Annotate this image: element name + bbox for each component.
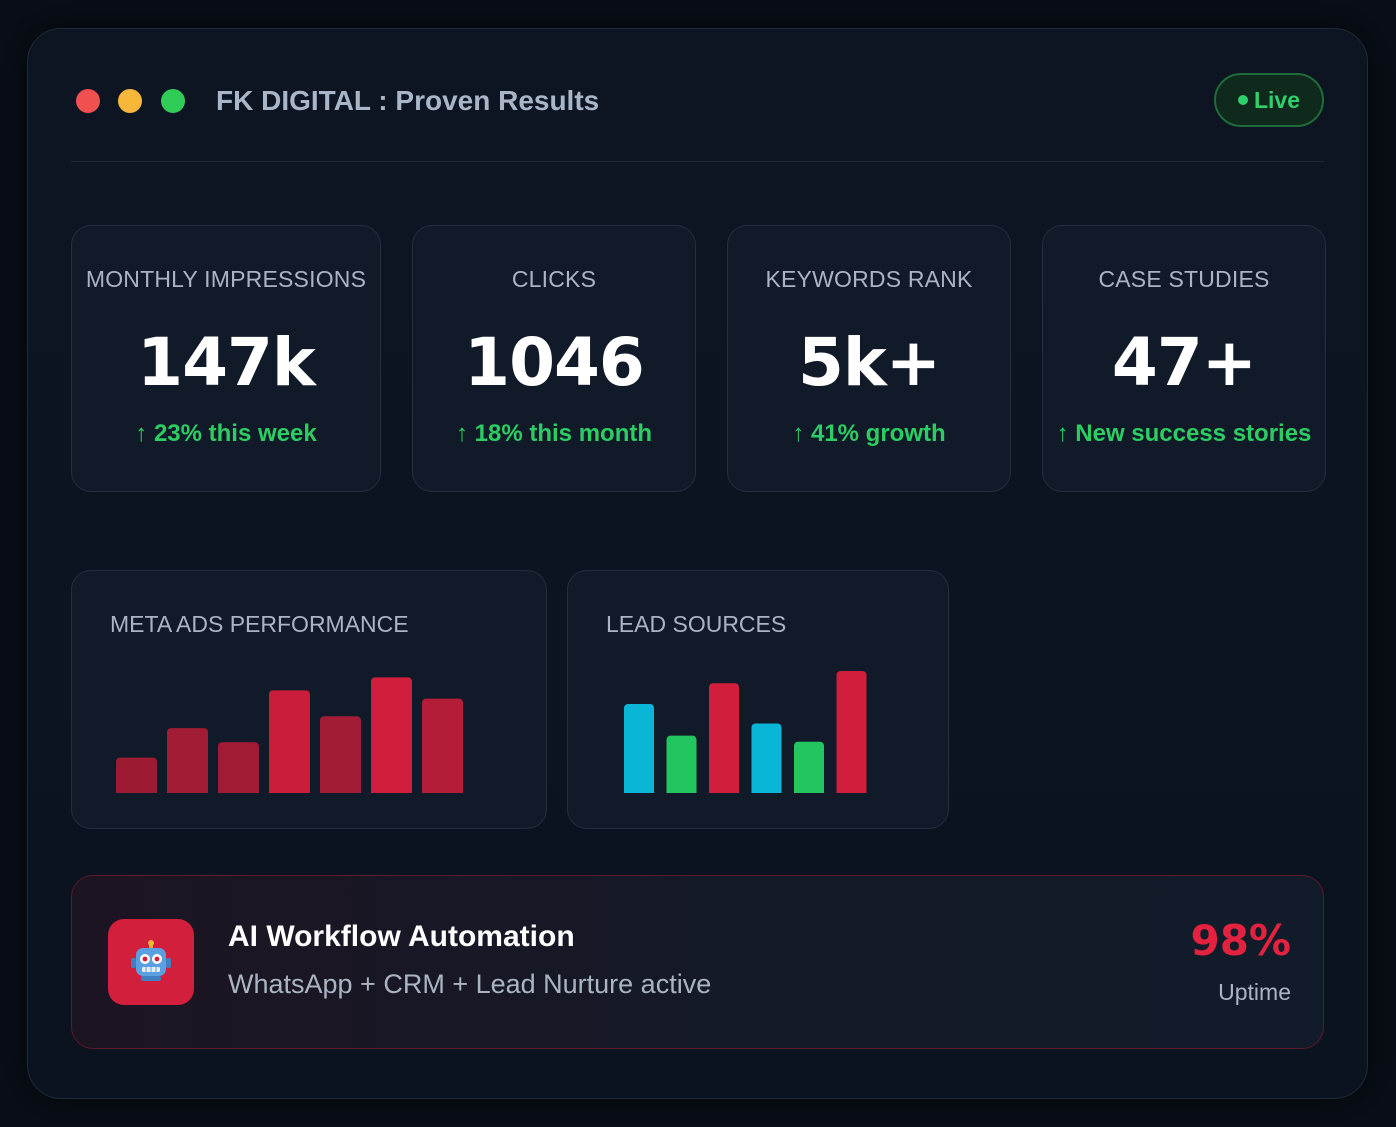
stat-change: ↑ 23% this week (135, 420, 317, 447)
live-status-badge: Live (1214, 73, 1324, 127)
stat-label: KEYWORDS RANK (765, 266, 973, 292)
chart-bar (116, 757, 157, 793)
chart-bar (422, 698, 463, 793)
chart-bar (666, 735, 697, 793)
chart-bar (751, 723, 782, 793)
chart-bar (320, 716, 361, 793)
stat-change: ↑ New success stories (1056, 420, 1312, 447)
app-title: FK DIGITAL : Proven Results (216, 85, 600, 116)
chart-bar (794, 741, 824, 793)
chart-bar (167, 728, 208, 793)
minimize-window-button[interactable] (118, 89, 142, 113)
chart-bar (371, 677, 412, 793)
stat-card-clicks: CLICKS 1046 ↑ 18% this month (412, 225, 696, 492)
stat-label: MONTHLY IMPRESSIONS (85, 266, 367, 292)
maximize-window-button[interactable] (161, 89, 185, 113)
meta-ads-chart-card: META ADS PERFORMANCE (71, 570, 547, 829)
lead-sources-bar-chart (624, 671, 867, 793)
stat-value: 5k+ (797, 324, 941, 401)
lead-sources-chart-card: LEAD SOURCES (567, 570, 949, 829)
header-divider (71, 161, 1324, 162)
stat-label: CASE STUDIES (1098, 266, 1270, 292)
automation-title: AI Workflow Automation (228, 920, 575, 953)
automation-subtitle: WhatsApp + CRM + Lead Nurture active (228, 969, 712, 999)
live-status-label: Live (1253, 86, 1301, 113)
title-bar: FK DIGITAL : Proven Results Live (71, 69, 1324, 133)
chart-bar (624, 703, 654, 793)
stat-label: CLICKS (511, 266, 597, 292)
live-indicator-icon (1237, 95, 1248, 105)
stat-card-keywords: KEYWORDS RANK 5k+ ↑ 41% growth (727, 225, 1011, 492)
stat-value: 1046 (464, 324, 645, 401)
stat-value: 147k (137, 324, 316, 401)
meta-ads-bar-chart (116, 677, 463, 793)
robot-icon (108, 919, 194, 1005)
stat-change: ↑ 18% this month (455, 420, 653, 447)
automation-banner: AI Workflow Automation WhatsApp + CRM + … (71, 875, 1324, 1049)
chart-bar (836, 671, 867, 793)
chart-bar (709, 683, 739, 793)
close-window-button[interactable] (76, 89, 100, 113)
stat-change: ↑ 41% growth (792, 420, 946, 447)
stat-value: 47+ (1111, 324, 1257, 401)
dashboard-window: FK DIGITAL : Proven Results Live MONTHLY… (27, 28, 1368, 1099)
uptime-value: 98% (1190, 916, 1291, 965)
chart-bar (218, 742, 259, 793)
chart-title: META ADS PERFORMANCE (110, 611, 409, 637)
chart-bar (269, 690, 310, 793)
stat-card-case-studies: CASE STUDIES 47+ ↑ New success stories (1042, 225, 1326, 492)
stat-card-impressions: MONTHLY IMPRESSIONS 147k ↑ 23% this week (71, 225, 381, 492)
chart-title: LEAD SOURCES (606, 611, 787, 637)
uptime-label: Uptime (1218, 979, 1291, 1005)
